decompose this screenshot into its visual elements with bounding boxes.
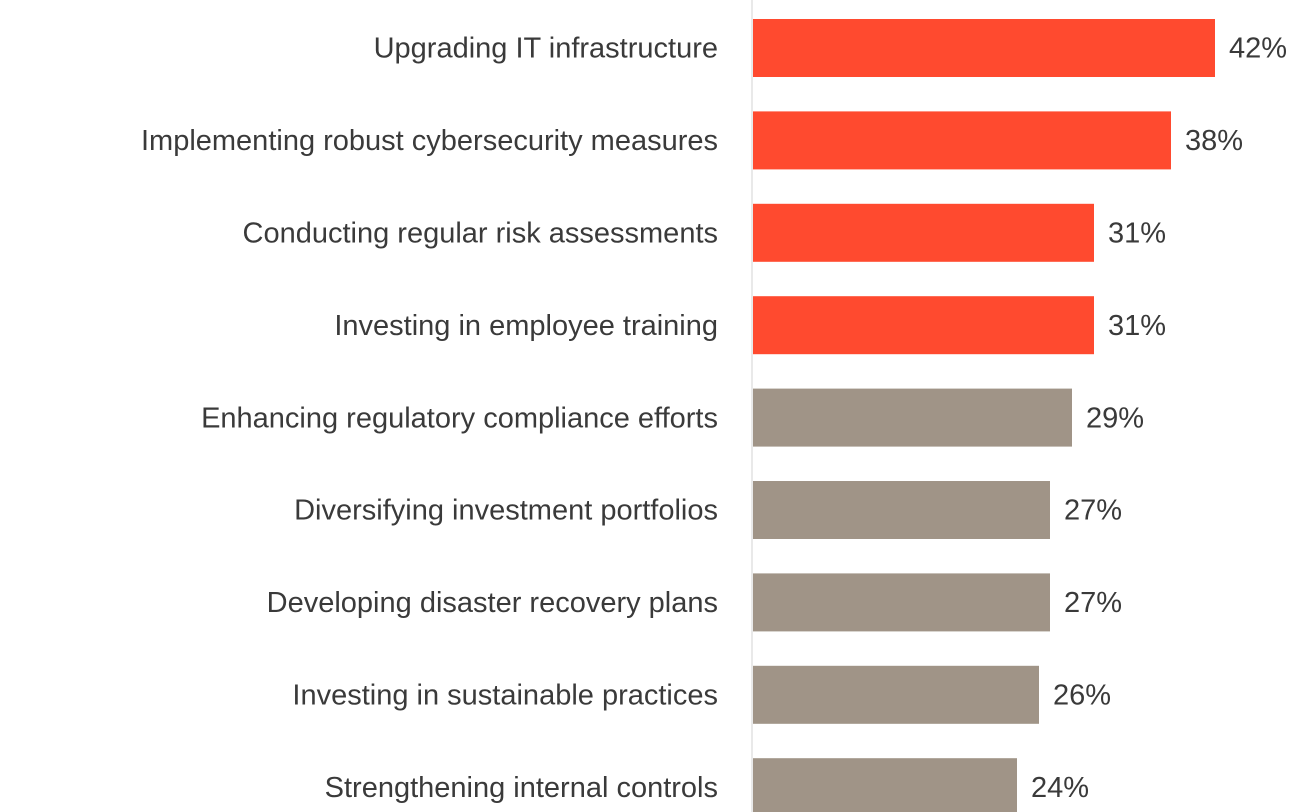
bar xyxy=(753,573,1050,632)
value-label: 27% xyxy=(1064,495,1122,527)
value-label: 38% xyxy=(1185,125,1243,157)
value-label: 31% xyxy=(1108,310,1166,342)
category-label: Developing disaster recovery plans xyxy=(267,587,718,619)
value-label: 42% xyxy=(1229,33,1287,65)
category-label: Implementing robust cybersecurity measur… xyxy=(141,125,718,157)
bar xyxy=(753,296,1094,355)
bar xyxy=(753,665,1039,724)
bar xyxy=(753,758,1017,812)
bar xyxy=(753,388,1072,447)
category-label: Investing in employee training xyxy=(334,310,718,342)
bar xyxy=(753,19,1215,77)
value-label: 29% xyxy=(1086,402,1144,434)
bar xyxy=(753,111,1171,170)
value-label: 24% xyxy=(1031,772,1089,804)
category-label: Enhancing regulatory compliance efforts xyxy=(201,402,718,434)
bar xyxy=(753,481,1050,539)
category-label: Strengthening internal controls xyxy=(325,772,718,804)
category-label: Upgrading IT infrastructure xyxy=(374,33,718,65)
bar xyxy=(753,203,1094,262)
value-label: 26% xyxy=(1053,679,1111,711)
value-label: 27% xyxy=(1064,587,1122,619)
value-label: 31% xyxy=(1108,217,1166,249)
category-label: Investing in sustainable practices xyxy=(292,679,718,711)
category-label: Conducting regular risk assessments xyxy=(243,217,718,249)
category-label: Diversifying investment portfolios xyxy=(294,495,718,527)
